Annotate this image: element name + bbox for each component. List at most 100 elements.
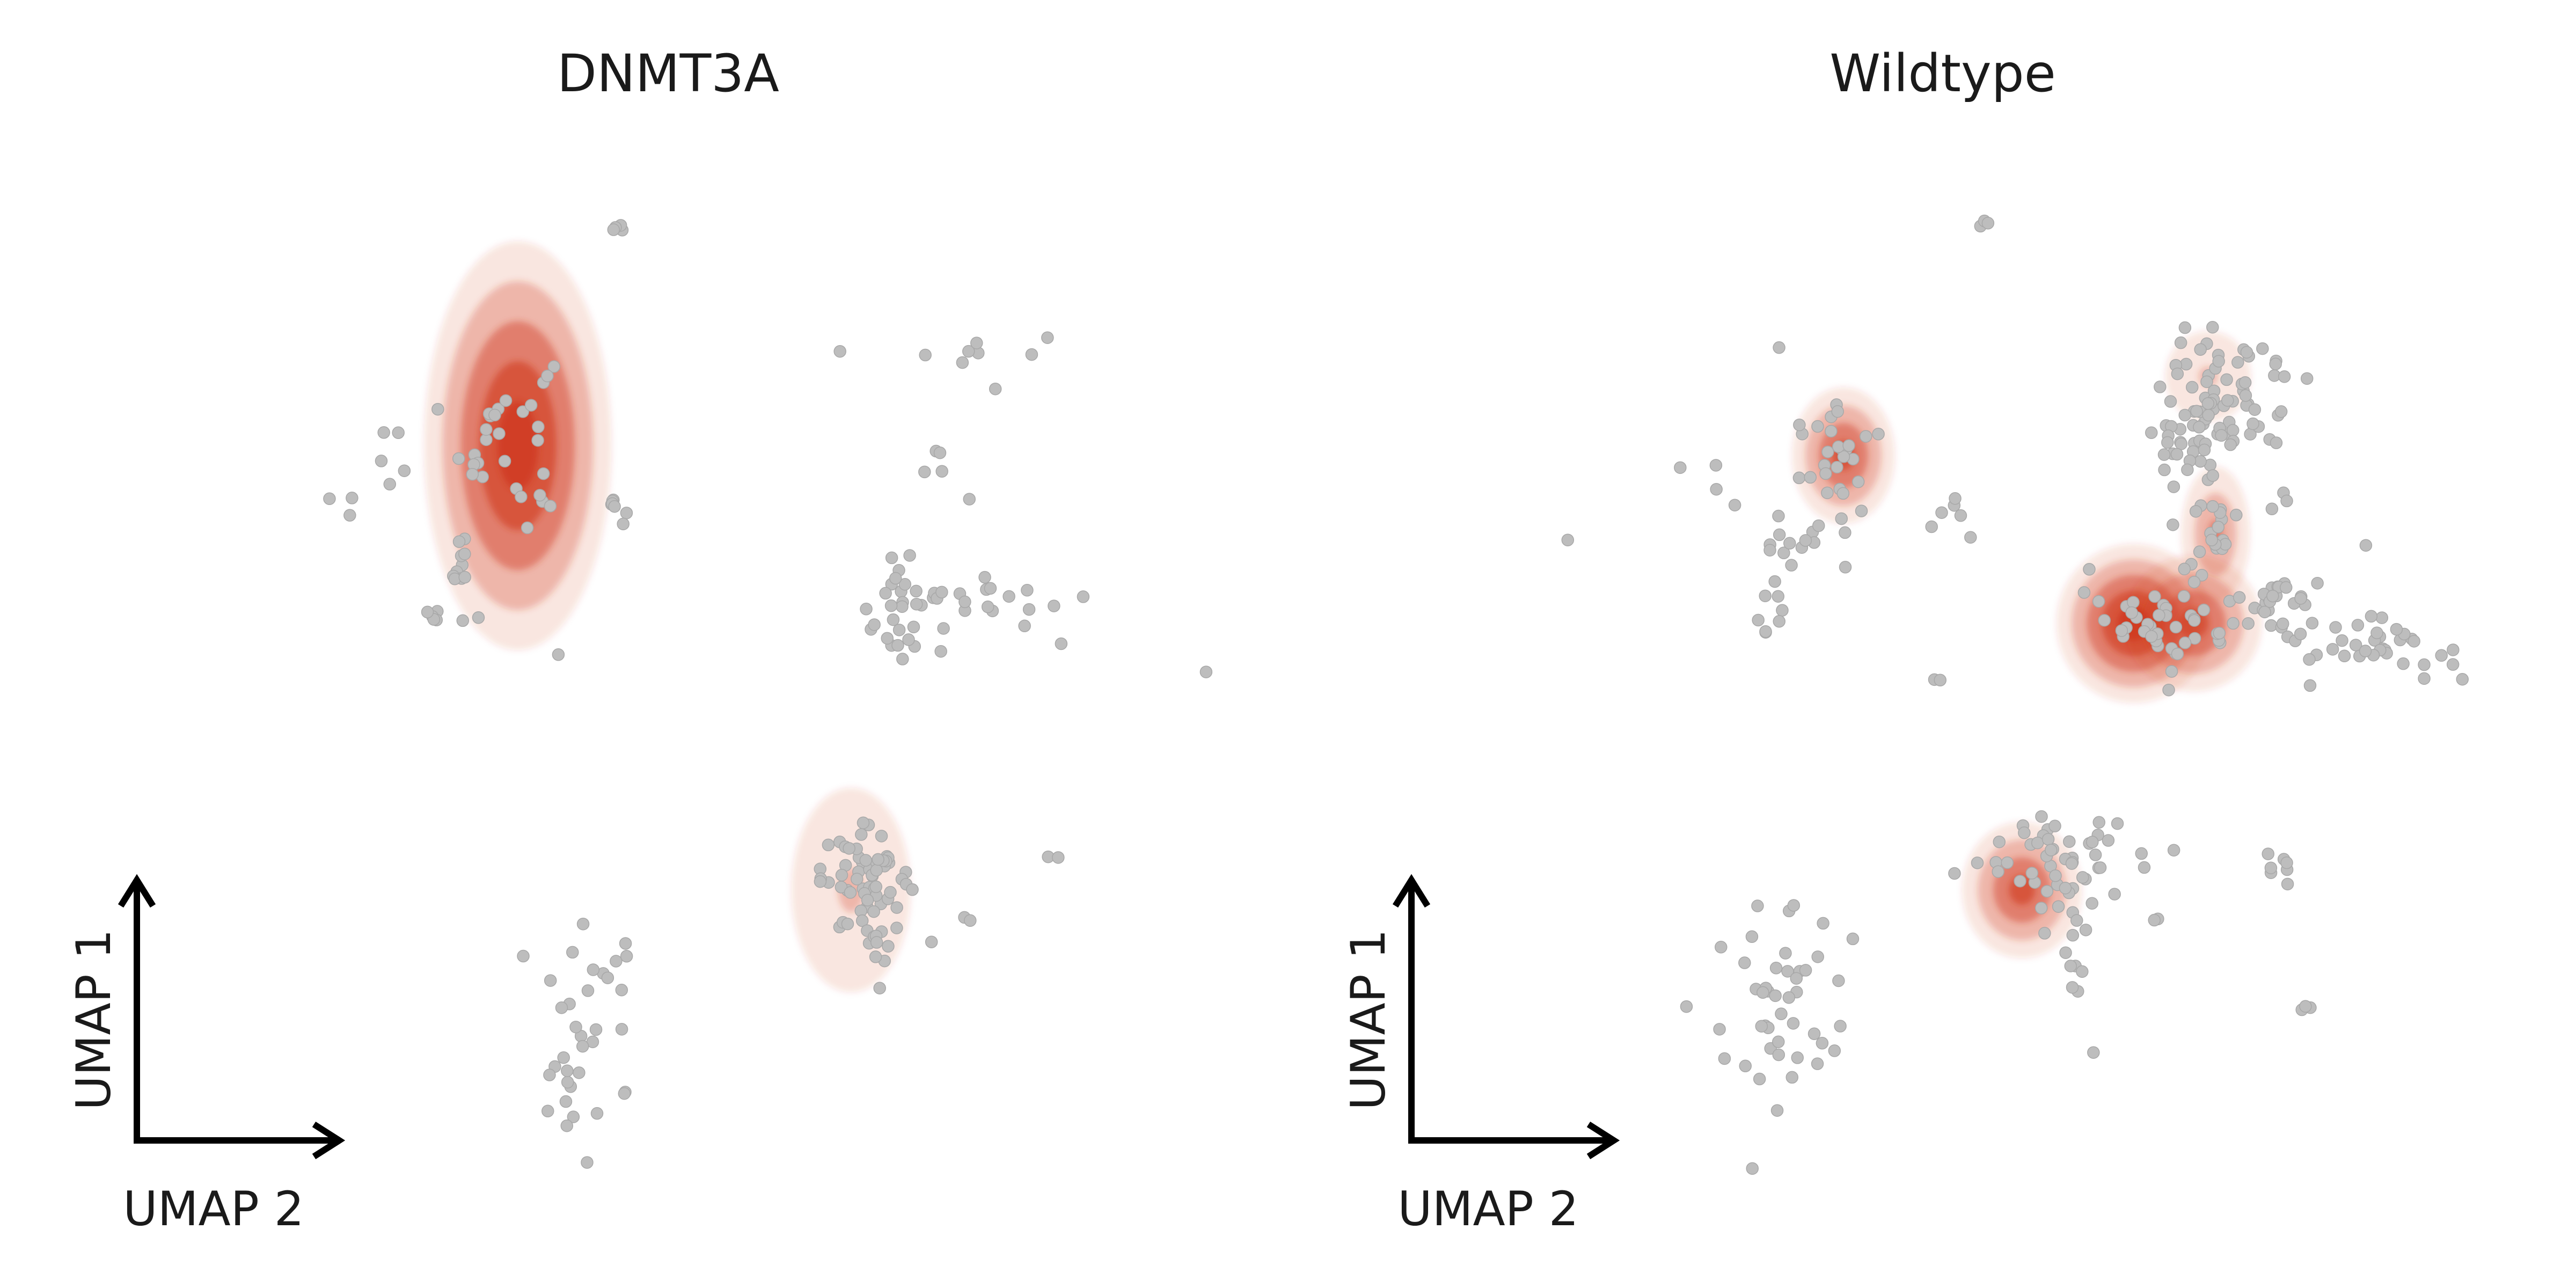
cell-point [2102, 834, 2115, 847]
cell-point [2269, 357, 2282, 370]
cell-point [2375, 611, 2389, 624]
cell-point [2303, 653, 2316, 666]
cell-point [377, 426, 390, 439]
cell-point [2190, 405, 2203, 418]
cell-point [919, 348, 932, 362]
cell-point [855, 828, 868, 841]
cell-point [2167, 844, 2180, 857]
cell-point [1792, 471, 1806, 485]
cell-point [2158, 463, 2171, 477]
panel-title: Wildtype [1829, 43, 2056, 104]
cell-point [1811, 1057, 1824, 1070]
cell-point [488, 408, 501, 422]
cell-point [1787, 1017, 1800, 1030]
cell-point [2098, 614, 2111, 627]
cell-point [2085, 897, 2098, 910]
cell-point [814, 875, 827, 888]
cell-point [881, 632, 894, 645]
cell-point [531, 434, 544, 447]
cell-point [868, 618, 881, 631]
cell-point [544, 974, 557, 987]
cell-point [2279, 581, 2293, 594]
cell-point [576, 1040, 589, 1053]
cell-point [2256, 342, 2269, 355]
cell-point [2242, 617, 2255, 630]
cell-point [532, 420, 545, 434]
cell-point [2205, 533, 2218, 546]
cell-point [964, 914, 977, 927]
cell-point [1821, 486, 1834, 500]
cell-point [1925, 520, 1938, 533]
cell-point [2038, 927, 2051, 940]
cell-point [421, 605, 434, 619]
cell-point [984, 582, 997, 595]
cell-point [552, 648, 565, 661]
points-layer [1561, 214, 2469, 1175]
cell-point [2201, 397, 2215, 410]
cell-point [2397, 657, 2410, 670]
cell-point [1825, 425, 1838, 438]
cell-point [541, 1104, 554, 1118]
cell-point [2215, 429, 2228, 442]
panel-wildtype: Wildtype UMAP 1 UMAP 2 [1341, 43, 2469, 1236]
cell-point [2092, 595, 2105, 608]
cell-point [615, 984, 628, 997]
x-axis-label: UMAP 2 [123, 1181, 304, 1236]
cell-point [1718, 1052, 1731, 1065]
cell-point [2351, 619, 2365, 632]
cell-point [835, 881, 848, 894]
cell-point [896, 653, 909, 665]
cell-point [383, 478, 397, 491]
cell-point [1772, 1035, 1785, 1049]
cell-point [1002, 590, 1015, 603]
cell-point [1738, 956, 1751, 969]
cell-point [2238, 376, 2252, 389]
cell-point [1769, 962, 1783, 975]
cell-point [875, 830, 888, 843]
cell-point [869, 880, 882, 894]
cell-point [2178, 562, 2191, 575]
cell-point [906, 883, 919, 896]
cell-point [2040, 884, 2054, 898]
cell-point [1777, 546, 1790, 560]
cell-point [1710, 482, 1723, 496]
cell-point [2044, 844, 2058, 857]
cell-point [843, 842, 855, 855]
cell-point [2239, 389, 2252, 402]
cell-point [1949, 492, 1962, 505]
cell-point [1811, 950, 1824, 963]
cell-point [2178, 408, 2192, 422]
cell-point [841, 917, 854, 931]
cell-point [2059, 946, 2072, 959]
umap-axis-indicator: UMAP 1 UMAP 2 [1341, 874, 1620, 1236]
cell-point [1831, 405, 1844, 418]
cell-point [867, 905, 880, 918]
cell-point [480, 423, 493, 436]
cell-point [1807, 1027, 1821, 1041]
cell-point [2188, 614, 2201, 627]
x-arrowhead [1586, 1121, 1620, 1160]
cell-point [2154, 380, 2167, 393]
cell-point [1954, 509, 1967, 522]
cell-point [1773, 341, 1785, 354]
cell-point [1052, 851, 1065, 864]
cell-point [2365, 610, 2378, 623]
cell-point [1816, 1037, 1829, 1050]
cell-point [2177, 590, 2191, 603]
cell-point [2193, 545, 2206, 558]
cell-point [559, 1095, 573, 1108]
cell-point [2064, 960, 2077, 972]
cell-point [2135, 847, 2148, 860]
cell-point [1772, 1048, 1785, 1062]
cell-point [2066, 928, 2080, 942]
cell-point [910, 584, 923, 598]
cell-point [2300, 372, 2314, 385]
cell-point [903, 549, 916, 562]
cell-point [515, 491, 528, 503]
cell-point [452, 535, 466, 548]
cell-point [2174, 336, 2187, 349]
cell-point [1025, 348, 1038, 361]
cell-point [2086, 836, 2099, 848]
cell-point [2206, 469, 2220, 482]
